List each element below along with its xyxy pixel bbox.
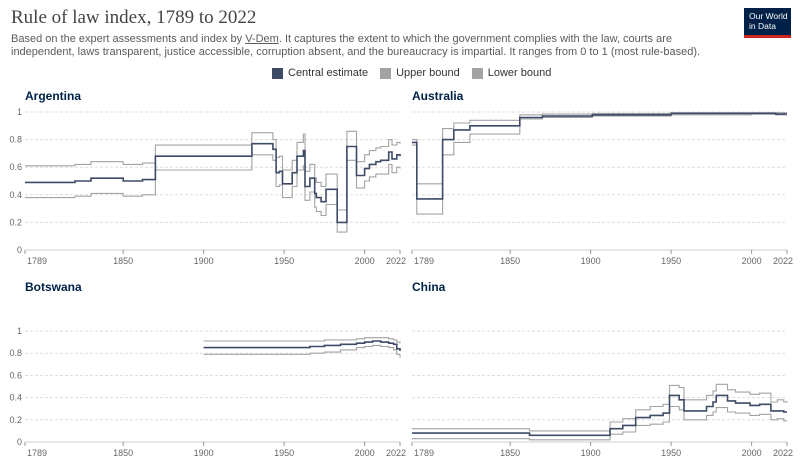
x-tick-label: 1789 — [27, 448, 47, 458]
x-tick-label: 2022 — [386, 256, 406, 266]
x-tick-label: 1789 — [27, 256, 47, 266]
logo-line-1: Our World — [749, 11, 788, 21]
y-tick-label: 0.6 — [9, 370, 22, 380]
chart-title: Rule of law index, 1789 to 2022 — [11, 7, 257, 28]
y-tick-label: 0.8 — [9, 135, 22, 145]
x-tick-label: 2000 — [355, 448, 375, 458]
series-line-upper-bound — [412, 112, 787, 185]
y-tick-label: 1 — [17, 107, 22, 117]
x-tick-label: 1900 — [581, 256, 601, 266]
x-tick-label: 1900 — [194, 448, 214, 458]
x-tick-label: 1900 — [581, 448, 601, 458]
legend-swatch-upper — [380, 67, 392, 79]
x-tick-label: 1789 — [414, 256, 434, 266]
y-tick-label: 0.4 — [9, 393, 22, 403]
chart-subtitle: Based on the expert assessments and inde… — [11, 33, 716, 59]
x-tick-label: 2000 — [355, 256, 375, 266]
panel-argentina: Argentina 0 0.2 0.4 0.6 0.8 1 1789 1850 1900 1950 2… — [9, 89, 406, 266]
y-tick-label: 0 — [17, 437, 22, 447]
panel-title-argentina: Argentina — [25, 89, 81, 103]
legend-label-central: Central estimate — [288, 67, 369, 79]
legend-item-central[interactable]: Central estimate — [272, 67, 368, 79]
x-tick-label: 2000 — [742, 448, 762, 458]
legend-label-upper: Upper bound — [396, 67, 460, 79]
y-tick-label: 0 — [17, 245, 22, 255]
x-tick-label: 1950 — [274, 256, 294, 266]
x-tick-label: 2022 — [773, 448, 793, 458]
y-tick-label: 0.2 — [9, 217, 22, 227]
panel-botswana: Botswana 0 0.2 0.4 0.6 0.8 1 1789 1850 1900 1950 20… — [9, 280, 406, 458]
series-line-central-estimate — [25, 142, 401, 224]
y-tick-label: 0.8 — [9, 348, 22, 358]
subtitle-text-start: Based on the expert assessments and inde… — [11, 33, 246, 45]
series-line-lower-bound — [25, 154, 401, 233]
x-tick-label: 1950 — [661, 256, 681, 266]
y-tick-label: 0.6 — [9, 162, 22, 172]
x-tick-label: 2000 — [742, 256, 762, 266]
x-tick-label: 1789 — [414, 448, 434, 458]
series-line-central-estimate — [412, 112, 787, 200]
legend-label-lower: Lower bound — [487, 67, 552, 79]
x-tick-label: 1850 — [500, 256, 520, 266]
panel-title-china: China — [412, 280, 446, 294]
series-line-central-estimate — [412, 394, 787, 437]
panel-title-australia: Australia — [412, 89, 464, 103]
panel-china: China 1789 1850 1900 1950 2000 2022 — [411, 280, 793, 458]
panel-title-botswana: Botswana — [25, 280, 82, 294]
legend-item-upper[interactable]: Upper bound — [380, 67, 460, 79]
series-line-lower-bound — [203, 344, 401, 358]
x-tick-label: 1850 — [113, 448, 133, 458]
logo-line-2: in Data — [749, 20, 776, 31]
x-tick-label: 1850 — [113, 256, 133, 266]
x-tick-label: 1950 — [661, 448, 681, 458]
x-tick-label: 1950 — [274, 448, 294, 458]
x-tick-label: 2022 — [773, 256, 793, 266]
x-tick-label: 1850 — [500, 448, 520, 458]
series-line-lower-bound — [412, 405, 787, 441]
x-tick-label: 2022 — [386, 448, 406, 458]
owid-logo[interactable]: Our World in Data — [744, 8, 791, 38]
y-tick-label: 0.4 — [9, 190, 22, 200]
x-tick-label: 1900 — [194, 256, 214, 266]
y-tick-label: 0.2 — [9, 415, 22, 425]
legend: Central estimate Upper bound Lower bound — [272, 67, 551, 79]
vdem-link[interactable]: V-Dem — [245, 33, 279, 45]
legend-swatch-central — [272, 67, 283, 79]
subtitle-text-end: . It captures the extent to which the go… — [11, 33, 701, 58]
series-line-central-estimate — [203, 340, 401, 351]
legend-swatch-lower — [471, 67, 483, 79]
legend-item-lower[interactable]: Lower bound — [471, 67, 552, 79]
series-line-upper-bound — [203, 337, 401, 344]
series-line-upper-bound — [412, 383, 788, 432]
y-tick-label: 1 — [17, 326, 22, 336]
panel-australia: Australia 1789 1850 1900 1950 2000 2022 — [411, 89, 793, 266]
series-line-upper-bound — [25, 130, 401, 211]
